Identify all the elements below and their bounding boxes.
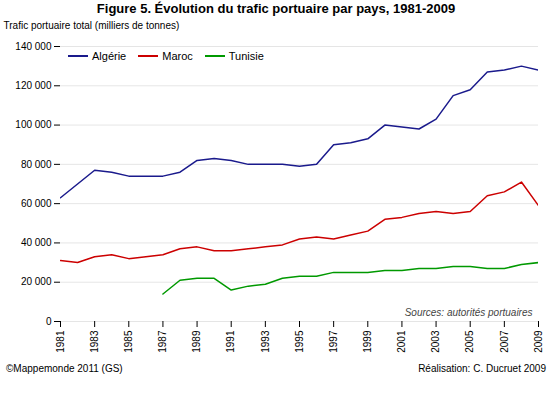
svg-text:2005: 2005 (464, 330, 475, 353)
html-text:Réalisation: C. Ducruet 2009: Réalisation: C. Ducruet 2009 (418, 363, 546, 374)
svg-text:140 000: 140 000 (15, 41, 52, 52)
svg-text:1981: 1981 (55, 330, 66, 353)
html-text:Algérie: Algérie (92, 50, 127, 62)
svg-text:2001: 2001 (396, 330, 407, 353)
svg-text:2009: 2009 (533, 330, 544, 353)
svg-text:2007: 2007 (499, 330, 510, 353)
svg-text:Trafic portuaire total (millie: Trafic portuaire total (milliers de tonn… (4, 20, 180, 31)
svg-text:80 000: 80 000 (21, 159, 52, 170)
svg-text:1987: 1987 (157, 330, 168, 353)
svg-text:1989: 1989 (191, 330, 202, 353)
html-text:Maroc: Maroc (162, 50, 193, 62)
html-text:Tunisie: Tunisie (228, 50, 264, 62)
svg-text:1991: 1991 (225, 330, 236, 353)
svg-text:1995: 1995 (294, 330, 305, 353)
svg-text:1997: 1997 (328, 330, 339, 353)
svg-text:60 000: 60 000 (21, 198, 52, 209)
svg-text:100 000: 100 000 (15, 119, 52, 130)
svg-text:40 000: 40 000 (21, 237, 52, 248)
svg-text:120 000: 120 000 (15, 80, 52, 91)
svg-text:1999: 1999 (362, 330, 373, 353)
svg-text:1983: 1983 (89, 330, 100, 353)
html-text:Figure 5. Évolution du trafic: Figure 5. Évolution du trafic portuaire … (96, 1, 456, 16)
svg-text:20 000: 20 000 (21, 276, 52, 287)
svg-text:Sources: autorités portuaires: Sources: autorités portuaires (405, 307, 533, 318)
svg-text:1985: 1985 (123, 330, 134, 353)
html-text:©Mappemonde 2011 (GS): ©Mappemonde 2011 (GS) (6, 363, 123, 374)
svg-text:0: 0 (46, 316, 52, 327)
svg-text:2003: 2003 (430, 330, 441, 353)
svg-text:1993: 1993 (260, 330, 271, 353)
